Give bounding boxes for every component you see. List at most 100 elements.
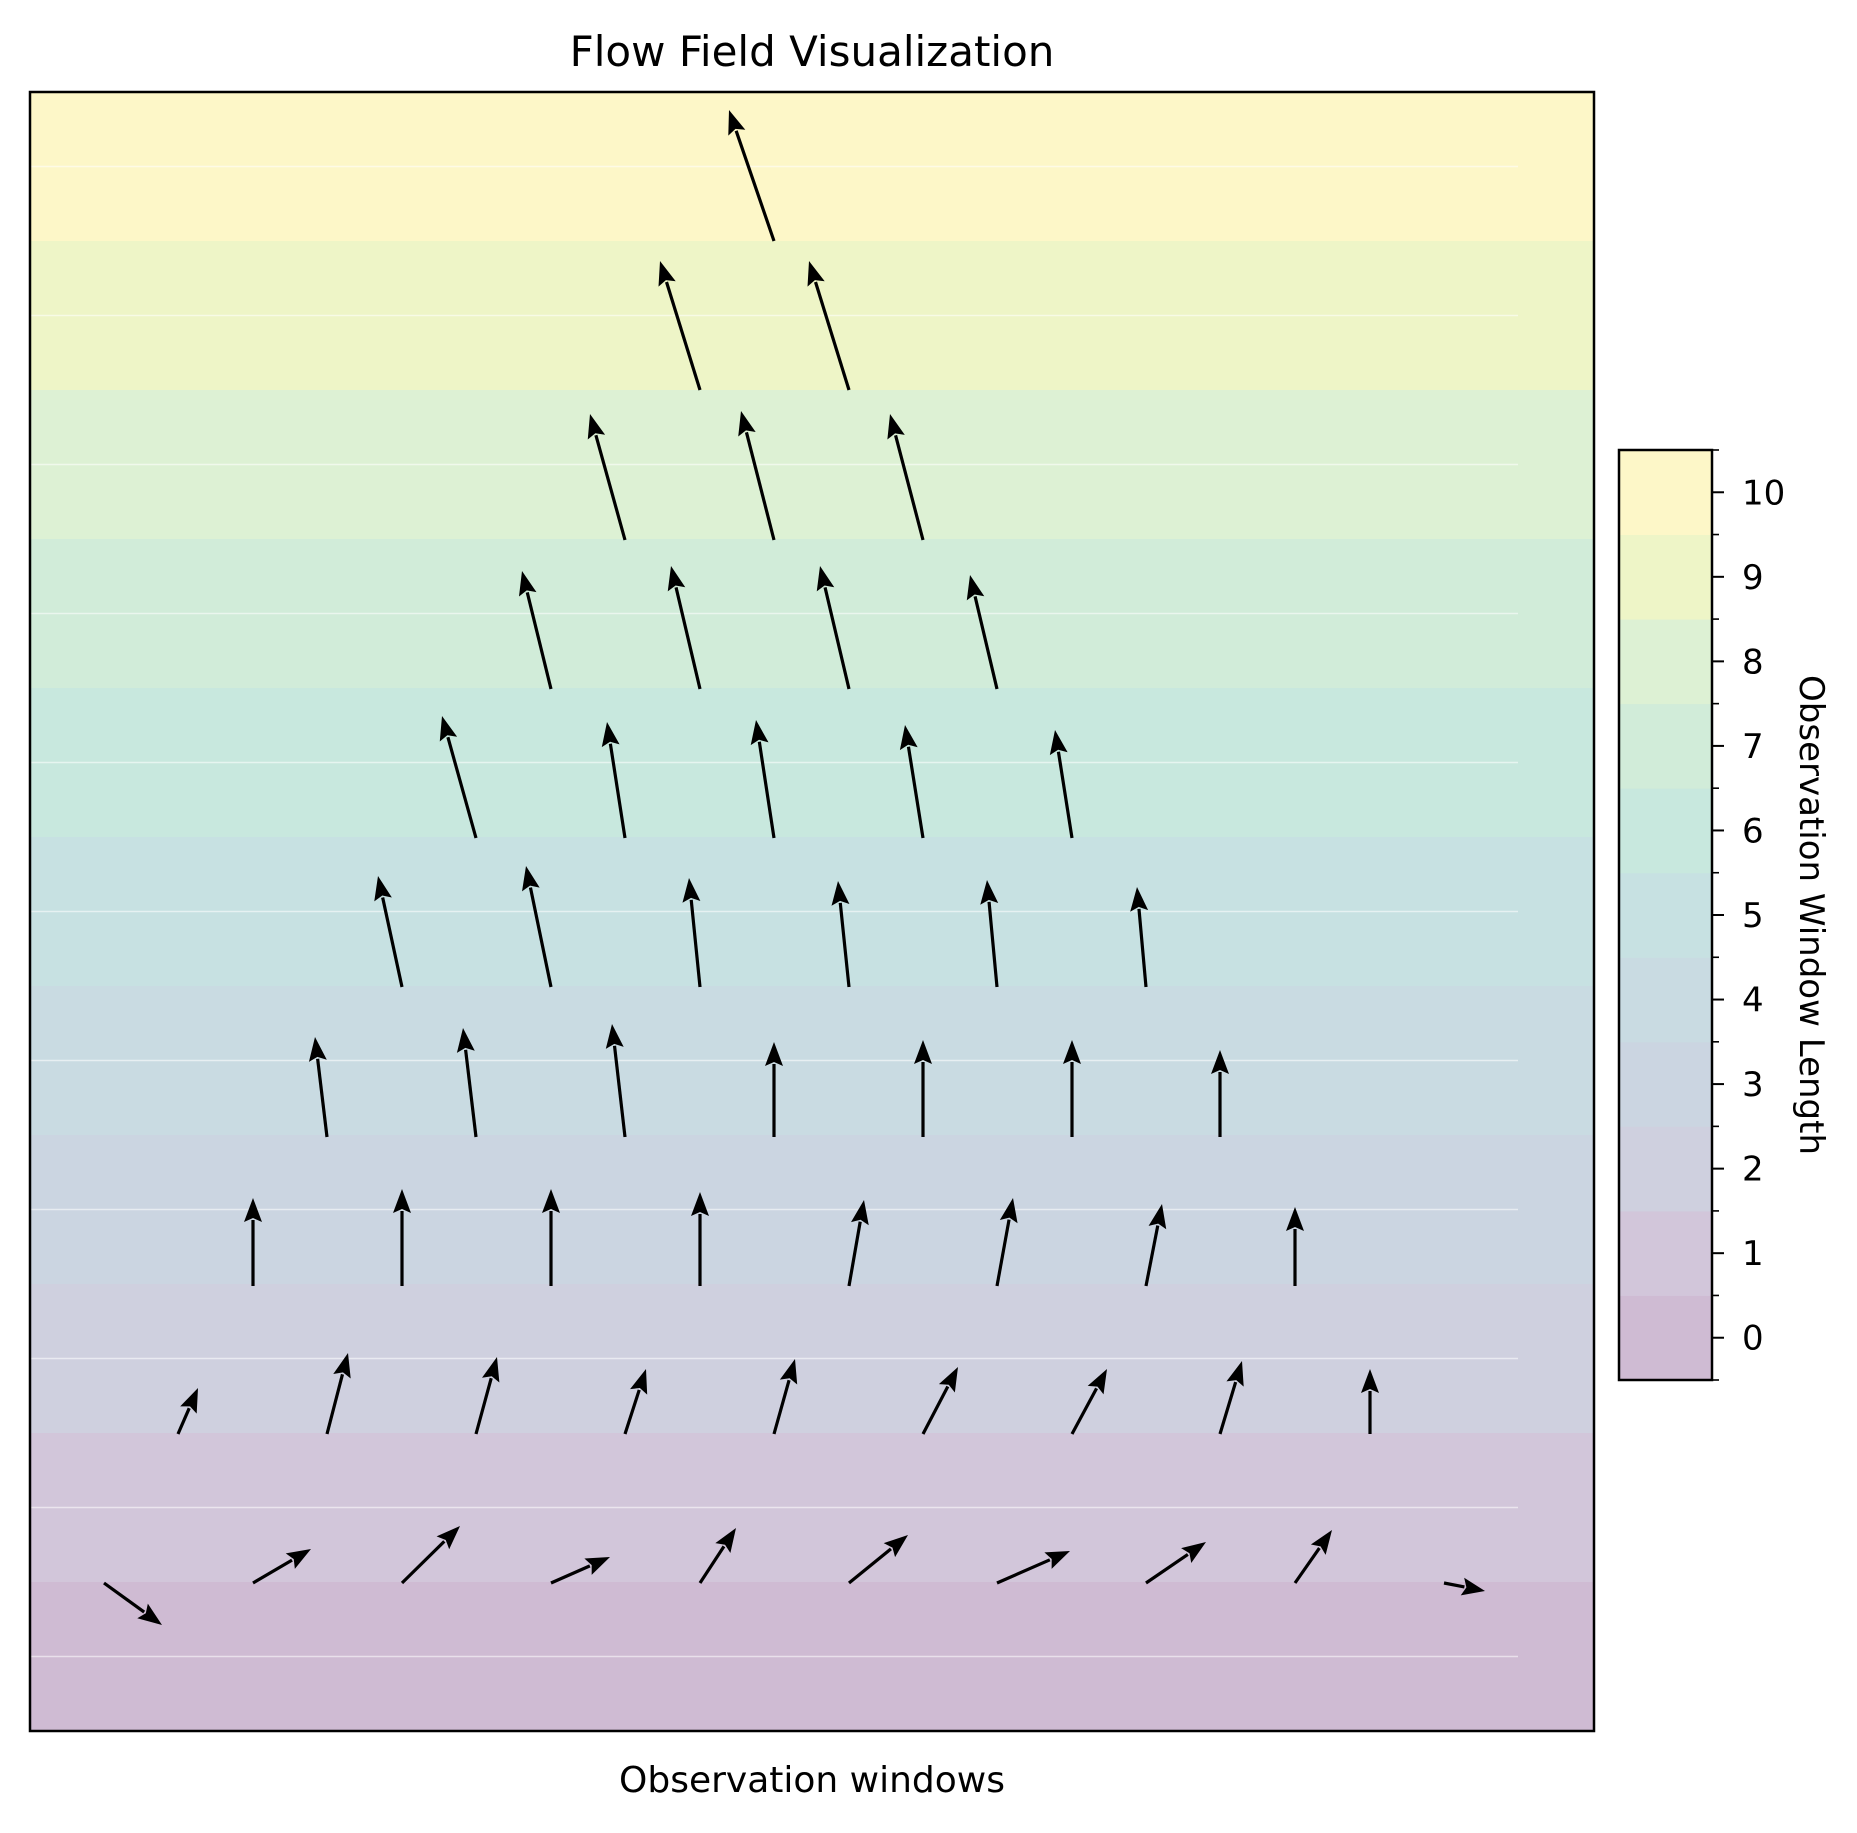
- quiver-arrow: [847, 1200, 869, 1287]
- quiver-arrow: [1211, 1050, 1229, 1137]
- quiver-arrow: [1145, 1542, 1206, 1585]
- arrowhead: [1049, 730, 1068, 756]
- quiver-arrow: [914, 1040, 932, 1137]
- arrowhead: [456, 1028, 475, 1053]
- quiver-arrow: [738, 411, 776, 541]
- arrowhead: [584, 1557, 610, 1575]
- colorbar-tick-label: 4: [1742, 981, 1764, 1021]
- arrowhead: [180, 1388, 198, 1414]
- arrowhead: [667, 566, 686, 592]
- colorbar: 0 1 2 3 4 5 6 7 8 9 10 Observation Window Length: [1617, 448, 1831, 1382]
- arrowhead: [542, 1189, 560, 1213]
- quiver-arrow: [601, 722, 627, 839]
- arrowhead: [630, 1369, 648, 1395]
- quiver-arrow: [456, 1028, 478, 1138]
- arrowhead: [914, 1040, 932, 1064]
- chart-title: Flow Field Visualization: [570, 27, 1055, 76]
- quiver-arrow: [522, 866, 553, 988]
- colorbar-swatch-4: [1619, 957, 1712, 1043]
- colorbar-swatch-3: [1619, 1041, 1712, 1127]
- quiver-arrow: [1049, 730, 1074, 839]
- arrowhead: [1226, 1361, 1244, 1387]
- plot-area: [28, 90, 1596, 1733]
- arrowhead: [938, 1367, 958, 1393]
- quiver-arrow: [667, 566, 702, 690]
- quiver-arrow: [1130, 887, 1149, 988]
- colorbar-bands: [1619, 450, 1712, 1381]
- quiver-arrow: [996, 1551, 1070, 1585]
- arrowhead: [750, 720, 769, 746]
- quiver-arrow: [474, 1357, 500, 1435]
- arrowhead: [1361, 1369, 1379, 1393]
- quiver-arrow: [772, 1359, 798, 1435]
- colorbar-tick-label: 8: [1742, 642, 1764, 682]
- colorbar-tick-label: 1: [1742, 1234, 1764, 1274]
- quiver-arrow: [698, 1528, 736, 1584]
- quiver-arrow: [605, 1024, 627, 1138]
- arrowhead: [999, 1198, 1018, 1224]
- quiver-arrow: [921, 1367, 958, 1435]
- arrowhead: [980, 880, 999, 905]
- quiver-arrow: [374, 876, 404, 988]
- arrowhead: [779, 1359, 798, 1385]
- quiver-arrow: [995, 1198, 1018, 1287]
- quiver-arrow: [1286, 1207, 1304, 1286]
- quiver-arrow: [847, 1535, 908, 1585]
- quiver-arrow: [1063, 1040, 1081, 1137]
- colorbar-ticks: 0 1 2 3 4 5 6 7 8 9 10: [1712, 449, 1785, 1381]
- arrowhead: [1211, 1050, 1229, 1074]
- colorbar-swatch-7: [1619, 703, 1712, 789]
- arrowhead: [1310, 1530, 1332, 1555]
- arrowhead: [691, 1192, 709, 1216]
- quiver-arrow: [682, 878, 702, 988]
- quiver-arrow: [1293, 1530, 1332, 1584]
- quiver-arrow: [691, 1192, 709, 1286]
- arrowhead: [765, 1042, 783, 1066]
- arrowhead: [738, 411, 756, 437]
- quiver-arrow: [765, 1042, 783, 1137]
- colorbar-swatch-10: [1619, 450, 1712, 536]
- arrowhead: [436, 1526, 460, 1550]
- colorbar-tick-label: 3: [1742, 1065, 1764, 1105]
- arrowhead: [682, 878, 701, 903]
- quiver-arrow: [325, 1353, 351, 1435]
- quiver-arrow: [1144, 1204, 1167, 1287]
- colorbar-tick-label: 5: [1742, 896, 1764, 936]
- arrowhead: [883, 1535, 908, 1558]
- quiver-arrow: [728, 110, 776, 242]
- quiver-arrow: [176, 1388, 198, 1435]
- quiver-arrow: [623, 1369, 648, 1435]
- quiver-arrow: [400, 1526, 460, 1585]
- arrowhead: [1286, 1207, 1304, 1231]
- arrowhead: [601, 722, 620, 748]
- arrowhead: [374, 876, 392, 902]
- arrowhead: [244, 1198, 262, 1222]
- arrowhead: [393, 1189, 411, 1213]
- quiver-arrow: [308, 1037, 329, 1138]
- arrowhead: [522, 866, 540, 892]
- quiver-arrow: [887, 414, 925, 541]
- quiver-arrow: [587, 414, 627, 541]
- colorbar-swatch-6: [1619, 788, 1712, 874]
- quiver-arrow: [393, 1189, 411, 1286]
- quiver-arrow: [550, 1557, 610, 1585]
- quiver-arrow: [831, 881, 851, 988]
- colorbar-tick-label: 7: [1742, 727, 1764, 767]
- quiver-arrow: [750, 720, 776, 839]
- arrowhead: [658, 261, 676, 287]
- arrowhead: [831, 881, 850, 906]
- arrowhead: [587, 414, 606, 440]
- arrowhead: [715, 1528, 736, 1554]
- quiver-arrow: [966, 575, 999, 690]
- arrowhead: [482, 1357, 500, 1383]
- quiver-arrows: [103, 110, 1485, 1625]
- arrowhead: [1087, 1369, 1107, 1395]
- arrowhead: [1460, 1577, 1485, 1596]
- colorbar-swatch-8: [1619, 619, 1712, 705]
- quiver-arrow: [980, 880, 999, 988]
- colorbar-swatch-1: [1619, 1210, 1712, 1296]
- colorbar-swatch-5: [1619, 872, 1712, 958]
- arrowhead: [333, 1353, 351, 1379]
- colorbar-tick-label: 2: [1742, 1150, 1764, 1190]
